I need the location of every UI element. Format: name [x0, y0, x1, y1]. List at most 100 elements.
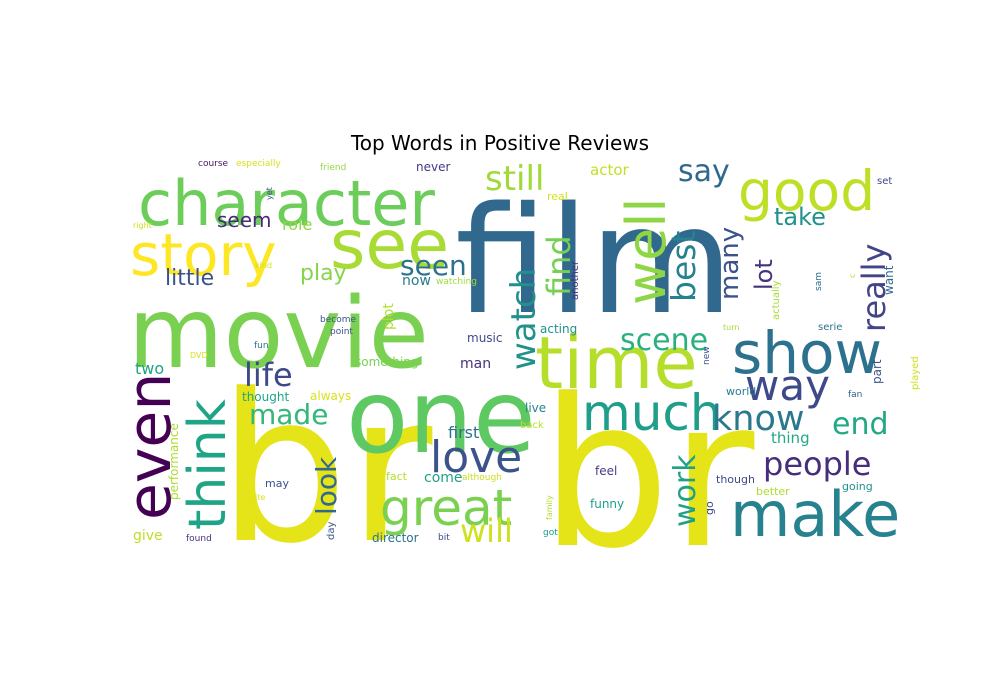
word-really: really [855, 244, 893, 332]
word-come: come [424, 470, 463, 486]
word-story: story [130, 221, 277, 289]
word-back: back [520, 420, 544, 431]
word-serie: serie [818, 322, 842, 333]
word-go: go [703, 501, 716, 515]
word-never: never [416, 160, 450, 174]
word-film: film [455, 175, 734, 347]
word-though: though [716, 473, 755, 486]
word-right: right [133, 221, 152, 230]
word-yet: yet [265, 187, 274, 200]
word-especially: especially [236, 159, 281, 169]
word-better: better [756, 485, 790, 498]
word-part: part [870, 359, 884, 384]
word-movie: movie [128, 277, 429, 391]
word-man: man [460, 356, 491, 372]
word-played: played [910, 356, 921, 390]
word-quite: quite [245, 493, 266, 502]
word-lot: lot [750, 259, 778, 290]
word-always: always [310, 389, 351, 403]
word-become: become [320, 315, 356, 325]
word-still: still [485, 159, 544, 199]
word-plot: plot [381, 303, 397, 330]
word-watch: watch [504, 268, 544, 370]
word-feel: feel [595, 464, 617, 478]
word-world: world [726, 385, 756, 398]
word-may: may [265, 477, 289, 490]
word-role: role [282, 215, 312, 234]
word-point: point [330, 327, 353, 337]
word-love: love [430, 432, 522, 483]
word-although: although [462, 473, 502, 483]
word-performance: performance [167, 423, 181, 500]
word-actually: actually [771, 280, 782, 320]
word-new: new [702, 346, 712, 365]
word-little: little [165, 266, 214, 291]
word-think: think [178, 399, 238, 530]
word-much: much [582, 384, 722, 442]
word-know: know [712, 399, 805, 439]
word-watching: watching [436, 277, 477, 287]
word-well: well [615, 198, 678, 305]
word-director: director [372, 531, 419, 545]
word-even: even [115, 373, 185, 520]
chart-title: Top Words in Positive Reviews [350, 131, 650, 155]
word-see: see [330, 206, 449, 285]
word-make: make [730, 478, 900, 551]
word-bit: bit [438, 533, 450, 543]
word-another: another [570, 260, 581, 300]
word-live: live [525, 401, 546, 415]
word-find: find [540, 235, 578, 296]
word-say: say [678, 154, 730, 189]
word-great: great [380, 479, 512, 537]
word-play: play [300, 261, 347, 286]
word-want: want [882, 265, 896, 295]
word-fun: fun [254, 341, 269, 351]
word-time: time [535, 321, 698, 405]
word-turn: turn [723, 323, 739, 332]
word-now: now [402, 273, 431, 289]
word-set: set [877, 176, 892, 187]
word-made: made [249, 398, 328, 431]
word-character: character [138, 167, 435, 240]
word-end: end [832, 407, 889, 442]
word-actor: actor [590, 161, 629, 179]
word-family: family [545, 495, 554, 520]
word-something: something [355, 355, 419, 369]
word-acting: acting [540, 322, 577, 336]
word-scene: scene [620, 323, 708, 358]
word-will: will [460, 512, 513, 550]
word-work: work [668, 454, 703, 527]
word-take: take [774, 203, 826, 231]
word-life: life [244, 356, 293, 394]
word-fan: fan [848, 390, 862, 400]
word-seem: seem [217, 208, 272, 232]
word-thought: thought [242, 390, 289, 404]
word-good: good [738, 159, 875, 223]
word-people: people [763, 445, 871, 483]
word-look: look [310, 456, 343, 515]
word-music: music [467, 331, 502, 345]
word-many: many [715, 227, 745, 300]
word-found: found [186, 534, 212, 544]
word-thing: thing [771, 429, 810, 447]
word-got: got [543, 528, 558, 538]
word-course: course [198, 159, 229, 169]
word-kind: kind [255, 261, 272, 270]
word-dvd: DVD [190, 351, 208, 360]
word-c: c [848, 274, 857, 278]
word-two: two [135, 359, 164, 378]
word-sam: sam [814, 272, 824, 291]
word-day: day [326, 522, 337, 540]
word-first: first [448, 423, 479, 442]
word-br: br [540, 356, 755, 594]
word-br: br [218, 351, 433, 589]
word-friend: friend [320, 163, 346, 173]
word-way: way [745, 361, 830, 410]
word-fact: fact [386, 470, 408, 483]
word-one: one [346, 358, 536, 477]
word-give: give [133, 528, 163, 544]
word-real: real [547, 190, 568, 203]
word-going: going [842, 480, 873, 493]
word-best: best [664, 231, 703, 302]
